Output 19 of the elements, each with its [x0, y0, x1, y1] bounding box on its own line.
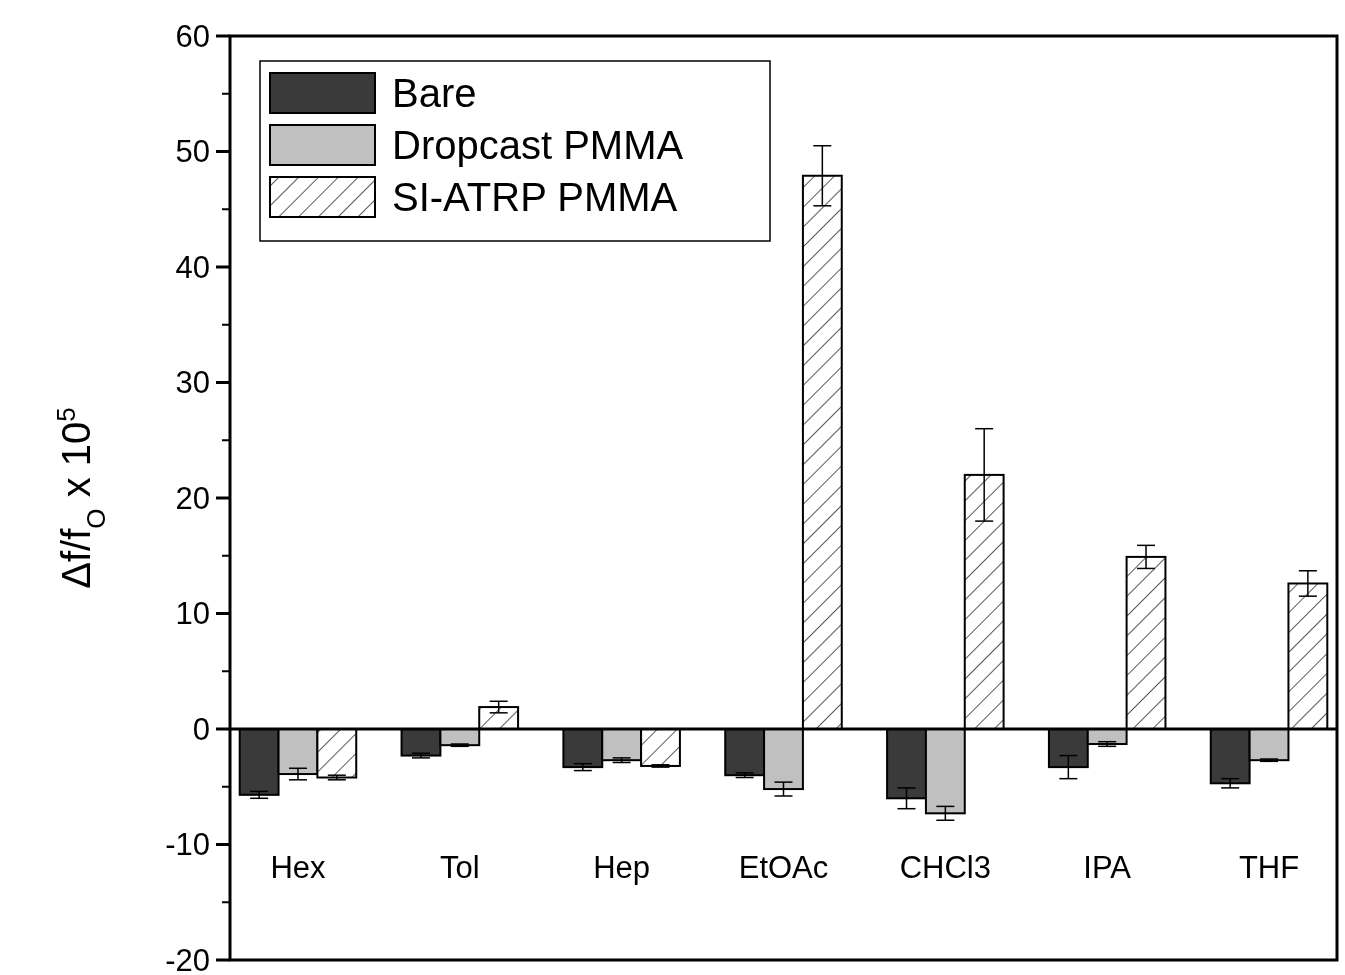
legend-label: Dropcast PMMA — [392, 123, 684, 167]
y-tick-label: -20 — [165, 942, 210, 975]
x-tick-label: CHCl3 — [899, 850, 991, 886]
y-tick-label: -10 — [165, 827, 210, 863]
x-tick-label: Tol — [440, 850, 480, 886]
y-tick-label: 20 — [175, 480, 210, 516]
x-tick-label: EtOAc — [738, 850, 829, 886]
y-tick-label: 40 — [175, 249, 210, 285]
x-tick-label: IPA — [1083, 850, 1132, 886]
x-tick-label: Hex — [270, 850, 327, 886]
x-tick-label: Hep — [593, 850, 651, 886]
y-tick-label: 50 — [175, 134, 210, 170]
y-tick-label: 10 — [175, 596, 210, 632]
y-tick-label: 30 — [175, 365, 210, 401]
legend-label: SI-ATRP PMMA — [392, 175, 678, 219]
y-tick-label: 60 — [175, 18, 210, 54]
x-tick-label: THF — [1238, 850, 1300, 886]
y-tick-label: 0 — [192, 711, 210, 747]
legend-label: Bare — [392, 71, 477, 115]
